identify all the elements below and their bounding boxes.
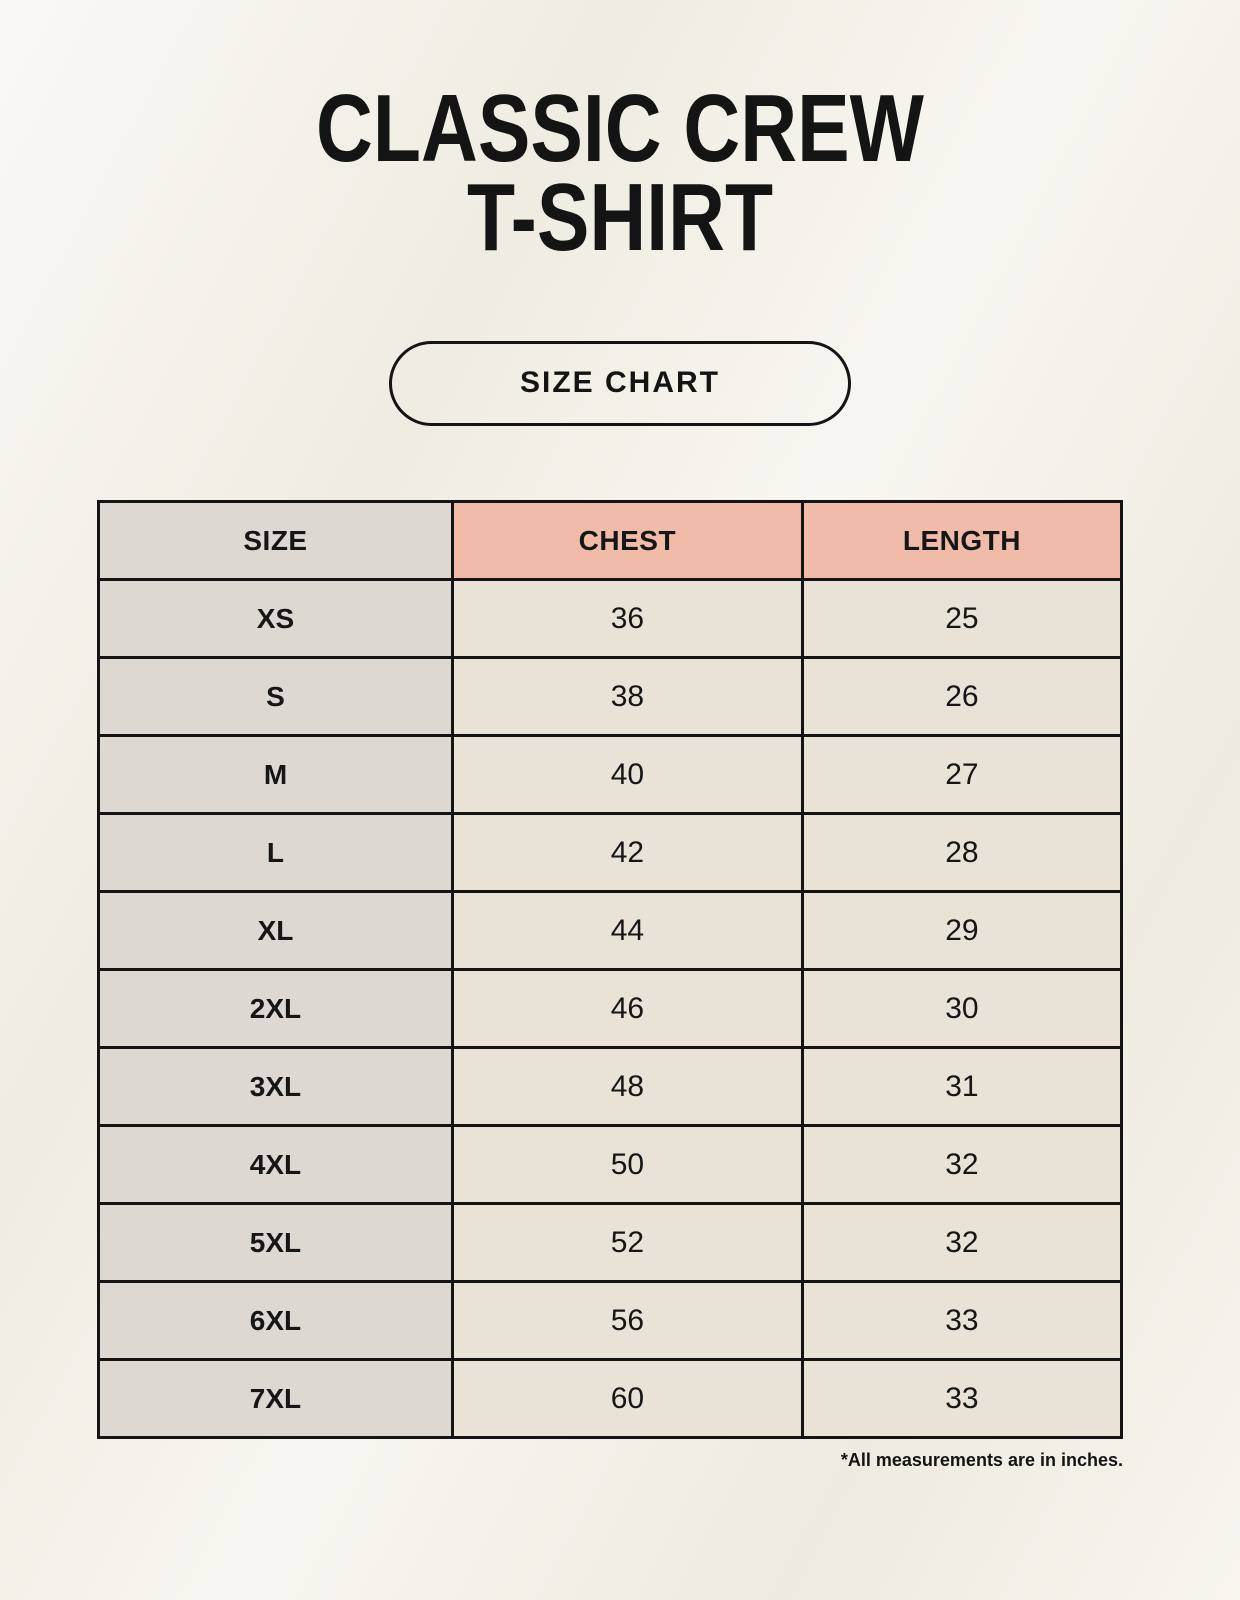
table-row: 7XL 60 33 (97, 1358, 1124, 1439)
size-cell: M (97, 734, 454, 815)
chest-cell: 48 (450, 1046, 804, 1127)
size-cell: XS (97, 578, 454, 659)
size-cell: 3XL (97, 1046, 454, 1127)
chest-cell: 60 (450, 1358, 804, 1439)
table-row: XS 36 25 (97, 578, 1124, 659)
size-cell: 4XL (97, 1124, 454, 1205)
length-cell: 29 (800, 890, 1124, 971)
column-header-chest: CHEST (450, 500, 804, 581)
size-cell: 7XL (97, 1358, 454, 1439)
page-title-line1: CLASSIC CREW (316, 75, 924, 182)
size-cell: S (97, 656, 454, 737)
length-cell: 31 (800, 1046, 1124, 1127)
column-header-size: SIZE (97, 500, 454, 581)
chest-cell: 40 (450, 734, 804, 815)
size-table: SIZE CHEST LENGTH XS 36 25 S 38 26 M (97, 500, 1124, 1439)
chest-cell: 42 (450, 812, 804, 893)
size-chart-button-label: SIZE CHART (520, 366, 720, 400)
length-cell: 33 (800, 1280, 1124, 1361)
length-cell: 27 (800, 734, 1124, 815)
table-row: S 38 26 (97, 656, 1124, 737)
chest-cell: 56 (450, 1280, 804, 1361)
size-cell: L (97, 812, 454, 893)
chest-cell: 36 (450, 578, 804, 659)
size-table-container: SIZE CHEST LENGTH XS 36 25 S 38 26 M (97, 500, 1124, 1439)
table-row: 3XL 48 31 (97, 1046, 1124, 1127)
measurements-footnote: *All measurements are in inches. (840, 1450, 1123, 1470)
size-cell: 5XL (97, 1202, 454, 1283)
column-header-length: LENGTH (800, 500, 1124, 581)
length-cell: 32 (800, 1202, 1124, 1283)
table-row: 2XL 46 30 (97, 968, 1124, 1049)
chest-cell: 44 (450, 890, 804, 971)
size-chart-button[interactable]: SIZE CHART (389, 340, 851, 426)
length-cell: 25 (800, 578, 1124, 659)
table-header-row: SIZE CHEST LENGTH (97, 500, 1124, 581)
chest-cell: 52 (450, 1202, 804, 1283)
chest-cell: 46 (450, 968, 804, 1049)
length-cell: 30 (800, 968, 1124, 1049)
table-row: M 40 27 (97, 734, 1124, 815)
table-row: 6XL 56 33 (97, 1280, 1124, 1361)
length-cell: 32 (800, 1124, 1124, 1205)
table-row: 4XL 50 32 (97, 1124, 1124, 1205)
page-title-line2: T-SHIRT (466, 164, 774, 272)
table-row: L 42 28 (97, 812, 1124, 893)
chest-cell: 50 (450, 1124, 804, 1205)
size-cell: 6XL (97, 1280, 454, 1361)
size-cell: 2XL (97, 968, 454, 1049)
length-cell: 26 (800, 656, 1124, 737)
page-title: CLASSIC CREW T-SHIRT (0, 75, 1240, 272)
chest-cell: 38 (450, 656, 804, 737)
table-row: XL 44 29 (97, 890, 1124, 971)
size-cell: XL (97, 890, 454, 971)
length-cell: 33 (800, 1358, 1124, 1439)
length-cell: 28 (800, 812, 1124, 893)
table-row: 5XL 52 32 (97, 1202, 1124, 1283)
